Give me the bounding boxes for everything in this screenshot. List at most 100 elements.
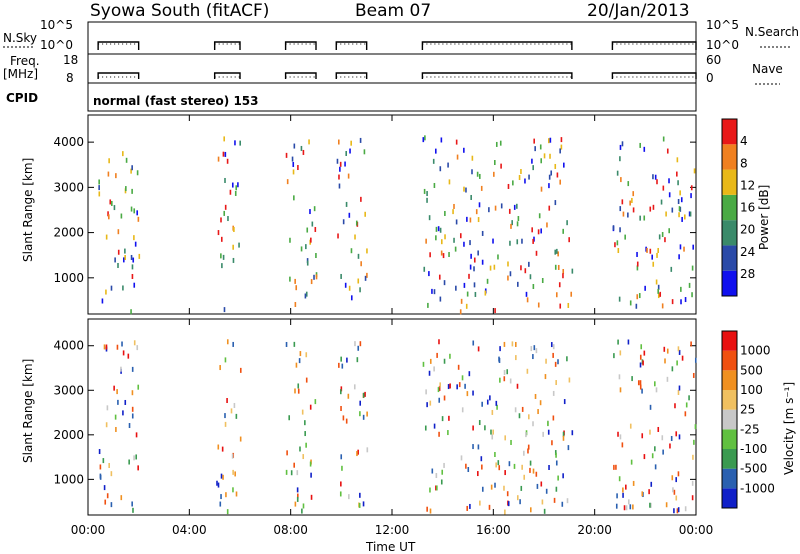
data-point: [315, 274, 318, 280]
data-point: [285, 341, 288, 347]
data-point: [226, 339, 229, 345]
data-point: [523, 450, 525, 456]
data-point: [98, 179, 100, 185]
data-point: [641, 433, 644, 439]
data-point: [506, 369, 509, 375]
data-point: [532, 238, 534, 244]
data-point: [133, 208, 136, 214]
data-point: [224, 204, 227, 210]
data-point: [683, 246, 685, 252]
data-point: [464, 383, 466, 389]
data-point: [554, 450, 557, 456]
data-point: [509, 378, 512, 384]
data-point: [314, 226, 317, 232]
data-point: [360, 196, 362, 202]
data-point: [441, 469, 444, 475]
power-points: [98, 135, 696, 315]
data-point: [561, 501, 564, 507]
data-point: [495, 141, 498, 147]
beam-title: Beam 07: [355, 1, 431, 21]
data-point: [490, 484, 493, 490]
data-point: [297, 493, 299, 499]
data-point: [435, 235, 437, 241]
data-point: [651, 254, 654, 260]
data-point: [224, 357, 227, 363]
data-point: [536, 483, 539, 489]
data-point: [463, 147, 465, 153]
data-point: [619, 350, 622, 356]
data-point: [493, 264, 496, 270]
data-point: [627, 339, 630, 345]
data-point: [527, 448, 529, 454]
data-point: [216, 480, 218, 486]
data-point: [535, 348, 538, 354]
data-point: [339, 389, 342, 395]
data-point: [625, 484, 627, 490]
data-point: [478, 420, 481, 426]
data-point: [223, 136, 226, 142]
data-point: [105, 234, 108, 240]
data-point: [552, 352, 554, 358]
colorbar-tick-label: -1000: [740, 481, 775, 495]
data-point: [461, 407, 464, 413]
data-point: [616, 240, 619, 246]
data-point: [105, 344, 108, 350]
data-point: [542, 431, 544, 437]
data-point: [676, 171, 678, 177]
data-point: [557, 251, 559, 257]
cpid-strip: CPID normal (fast stereo) 153: [6, 82, 697, 112]
data-point: [657, 293, 660, 299]
data-point: [440, 239, 443, 245]
velocity-ylabel: Slant Range [km]: [21, 359, 35, 463]
data-point: [489, 395, 491, 401]
data-point: [526, 368, 529, 374]
colorbar-segment: [722, 220, 737, 246]
data-point: [538, 213, 541, 219]
data-point: [486, 278, 489, 284]
data-point: [668, 192, 671, 198]
data-point: [359, 341, 362, 347]
colorbar-tick-label: -25: [740, 422, 760, 436]
data-point: [560, 137, 563, 143]
data-point: [309, 404, 312, 410]
nsky-tick-top: 10^5: [40, 18, 73, 32]
data-point: [631, 197, 633, 203]
data-point: [680, 197, 683, 203]
data-point: [105, 289, 107, 295]
data-point: [434, 148, 437, 154]
nsky-interval: [97, 41, 140, 50]
data-point: [477, 250, 479, 256]
data-point: [293, 462, 295, 468]
data-point: [679, 244, 682, 250]
data-point: [671, 207, 674, 213]
data-point: [510, 439, 512, 445]
data-point: [537, 229, 540, 235]
data-point: [309, 461, 312, 467]
data-point: [233, 402, 236, 408]
data-point: [532, 165, 534, 171]
data-point: [670, 435, 673, 441]
data-point: [503, 341, 506, 347]
data-point: [364, 391, 366, 397]
data-point: [511, 341, 514, 347]
data-point: [562, 268, 565, 274]
data-point: [511, 220, 513, 226]
x-tick-label: 16:00: [476, 523, 511, 537]
data-point: [336, 158, 339, 164]
data-point: [548, 464, 550, 470]
data-point: [455, 219, 458, 225]
data-point: [444, 234, 446, 240]
data-point: [642, 360, 644, 366]
data-point: [107, 214, 110, 220]
x-tick-label: 00:00: [71, 523, 106, 537]
data-point: [230, 408, 233, 414]
data-point: [494, 452, 496, 458]
data-point: [520, 168, 522, 174]
data-point: [224, 151, 227, 157]
nsky-strip: N.Sky 10^5 10^0 10^5 10^0 N.Search: [3, 18, 799, 55]
data-point: [507, 275, 509, 281]
data-point: [217, 156, 220, 162]
data-point: [623, 505, 626, 511]
data-point: [293, 341, 296, 347]
data-point: [131, 501, 133, 507]
